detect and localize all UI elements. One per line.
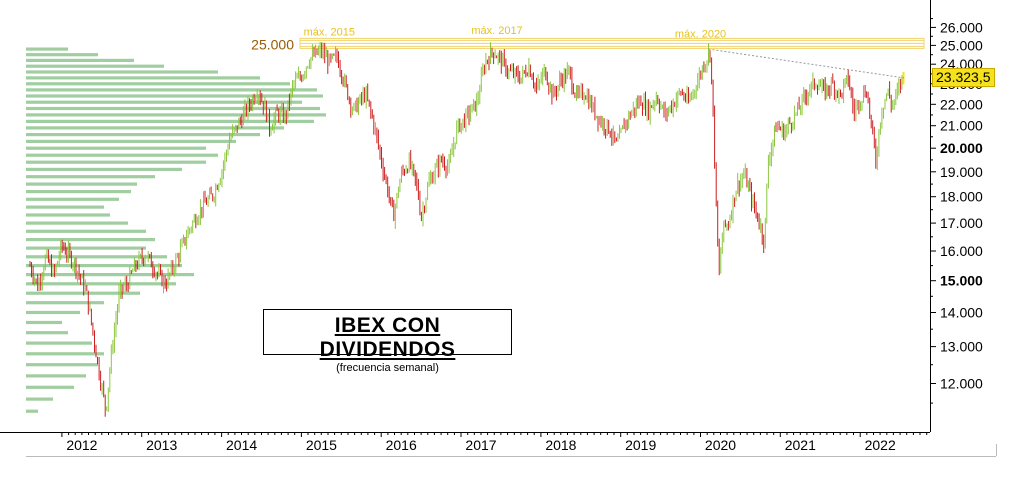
annotations: máx. 2015 máx. 2017 máx. 2020 25.000 — [251, 25, 726, 53]
y-tick-label: 13.000 — [940, 339, 983, 355]
volume-profile-bar — [26, 53, 98, 57]
volume-profile-bar — [26, 146, 206, 150]
volume-profile-bar — [26, 167, 182, 171]
volume-profile-bar — [26, 119, 314, 123]
y-tick-label: 15.000 — [940, 273, 983, 289]
x-tick-label: 2012 — [66, 437, 97, 453]
volume-profile-bar — [26, 94, 323, 98]
volume-profile-bar — [26, 246, 146, 250]
volume-profile-bar — [26, 374, 86, 378]
y-tick-label: 17.000 — [940, 215, 983, 231]
y-tick-label: 20.000 — [940, 140, 983, 156]
x-tick-label: 2014 — [226, 437, 257, 453]
x-tick-label: 2017 — [465, 437, 496, 453]
volume-profile-bar — [26, 205, 104, 209]
volume-profile-bar — [26, 320, 62, 325]
volume-profile-bar — [26, 82, 290, 86]
volume-profile-bar — [26, 197, 119, 201]
y-tick-label: 25.000 — [940, 37, 983, 53]
x-tick-label: 2015 — [306, 437, 337, 453]
chart-subtitle: (frecuencia semanal) — [336, 362, 439, 374]
volume-profile-bar — [26, 264, 182, 268]
y-tick-label: 21.000 — [940, 118, 983, 134]
volume-profile-bar — [26, 70, 218, 74]
volume-profile-bar — [26, 126, 284, 130]
trendline-segment — [708, 48, 905, 79]
volume-profile-bar — [26, 47, 68, 51]
x-tick-label: 2016 — [386, 437, 417, 453]
y-tick-label: 18.000 — [940, 189, 983, 205]
volume-profile-bar — [26, 113, 326, 117]
y-tick-label: 14.000 — [940, 305, 983, 321]
chart-title: IBEX CON DIVIDENDOS — [319, 314, 456, 361]
volume-profile-bar — [26, 133, 260, 137]
volume-profile-bar — [26, 273, 194, 277]
volume-profile-bar — [26, 88, 317, 92]
resistance-level-label: 25.000 — [251, 36, 294, 52]
volume-profile-bar — [26, 291, 140, 295]
volume-profile-bar — [26, 255, 167, 259]
volume-profile-bar — [26, 100, 302, 104]
volume-profile-bar — [26, 153, 218, 157]
volume-profile-bar — [26, 160, 206, 164]
volume-profile-bar — [26, 213, 110, 217]
y-tick-label: 22.000 — [940, 96, 983, 112]
volume-profile-bar — [26, 310, 80, 315]
volume-profile — [26, 47, 326, 413]
volume-profile-bar — [26, 58, 134, 62]
volume-profile-bar — [26, 409, 38, 413]
y-tick-label: 16.000 — [940, 243, 983, 259]
volume-profile-bar — [26, 352, 104, 356]
volume-profile-bar — [26, 229, 146, 233]
volume-profile-bar — [26, 341, 92, 345]
volume-profile-bar — [26, 76, 260, 80]
annotation-label: máx. 2020 — [675, 28, 726, 40]
volume-profile-bar — [26, 331, 68, 335]
volume-profile-bar — [26, 238, 155, 242]
volume-profile-bar — [26, 282, 176, 286]
y-tick-label: 12.000 — [940, 376, 983, 392]
x-tick-label: 2013 — [146, 437, 177, 453]
x-tick-label: 2018 — [545, 437, 576, 453]
volume-profile-bar — [26, 182, 137, 186]
x-tick-label: 2021 — [785, 437, 816, 453]
volume-profile-bar — [26, 190, 131, 194]
volume-profile-bar — [26, 64, 164, 68]
volume-profile-bar — [26, 385, 74, 389]
last-price-badge: 23.323,5 — [932, 68, 995, 87]
x-tick-label: 2019 — [625, 437, 656, 453]
volume-profile-bar — [26, 175, 155, 179]
x-tick-label: 2022 — [865, 437, 896, 453]
y-tick-label: 19.000 — [940, 164, 983, 180]
trendline — [708, 48, 905, 79]
resistance-band — [299, 37, 925, 49]
chart-title-box: IBEX CON DIVIDENDOS (frecuencia semanal) — [263, 309, 512, 374]
axes: 12.000 13.000 14.000 15.000 16.000 17.000 18.0… — [0, 0, 997, 457]
volume-profile-bar — [26, 139, 236, 143]
volume-profile-bar — [26, 363, 98, 367]
volume-profile-bar — [26, 221, 128, 225]
annotation-label: máx. 2017 — [471, 25, 522, 37]
volume-profile-bar — [26, 301, 104, 305]
y-tick-label: 26.000 — [940, 19, 983, 35]
annotation-label: máx. 2015 — [304, 27, 355, 39]
x-tick-label: 2020 — [705, 437, 736, 453]
volume-profile-bar — [26, 397, 53, 401]
volume-profile-bar — [26, 106, 320, 111]
price-candles — [29, 41, 905, 417]
